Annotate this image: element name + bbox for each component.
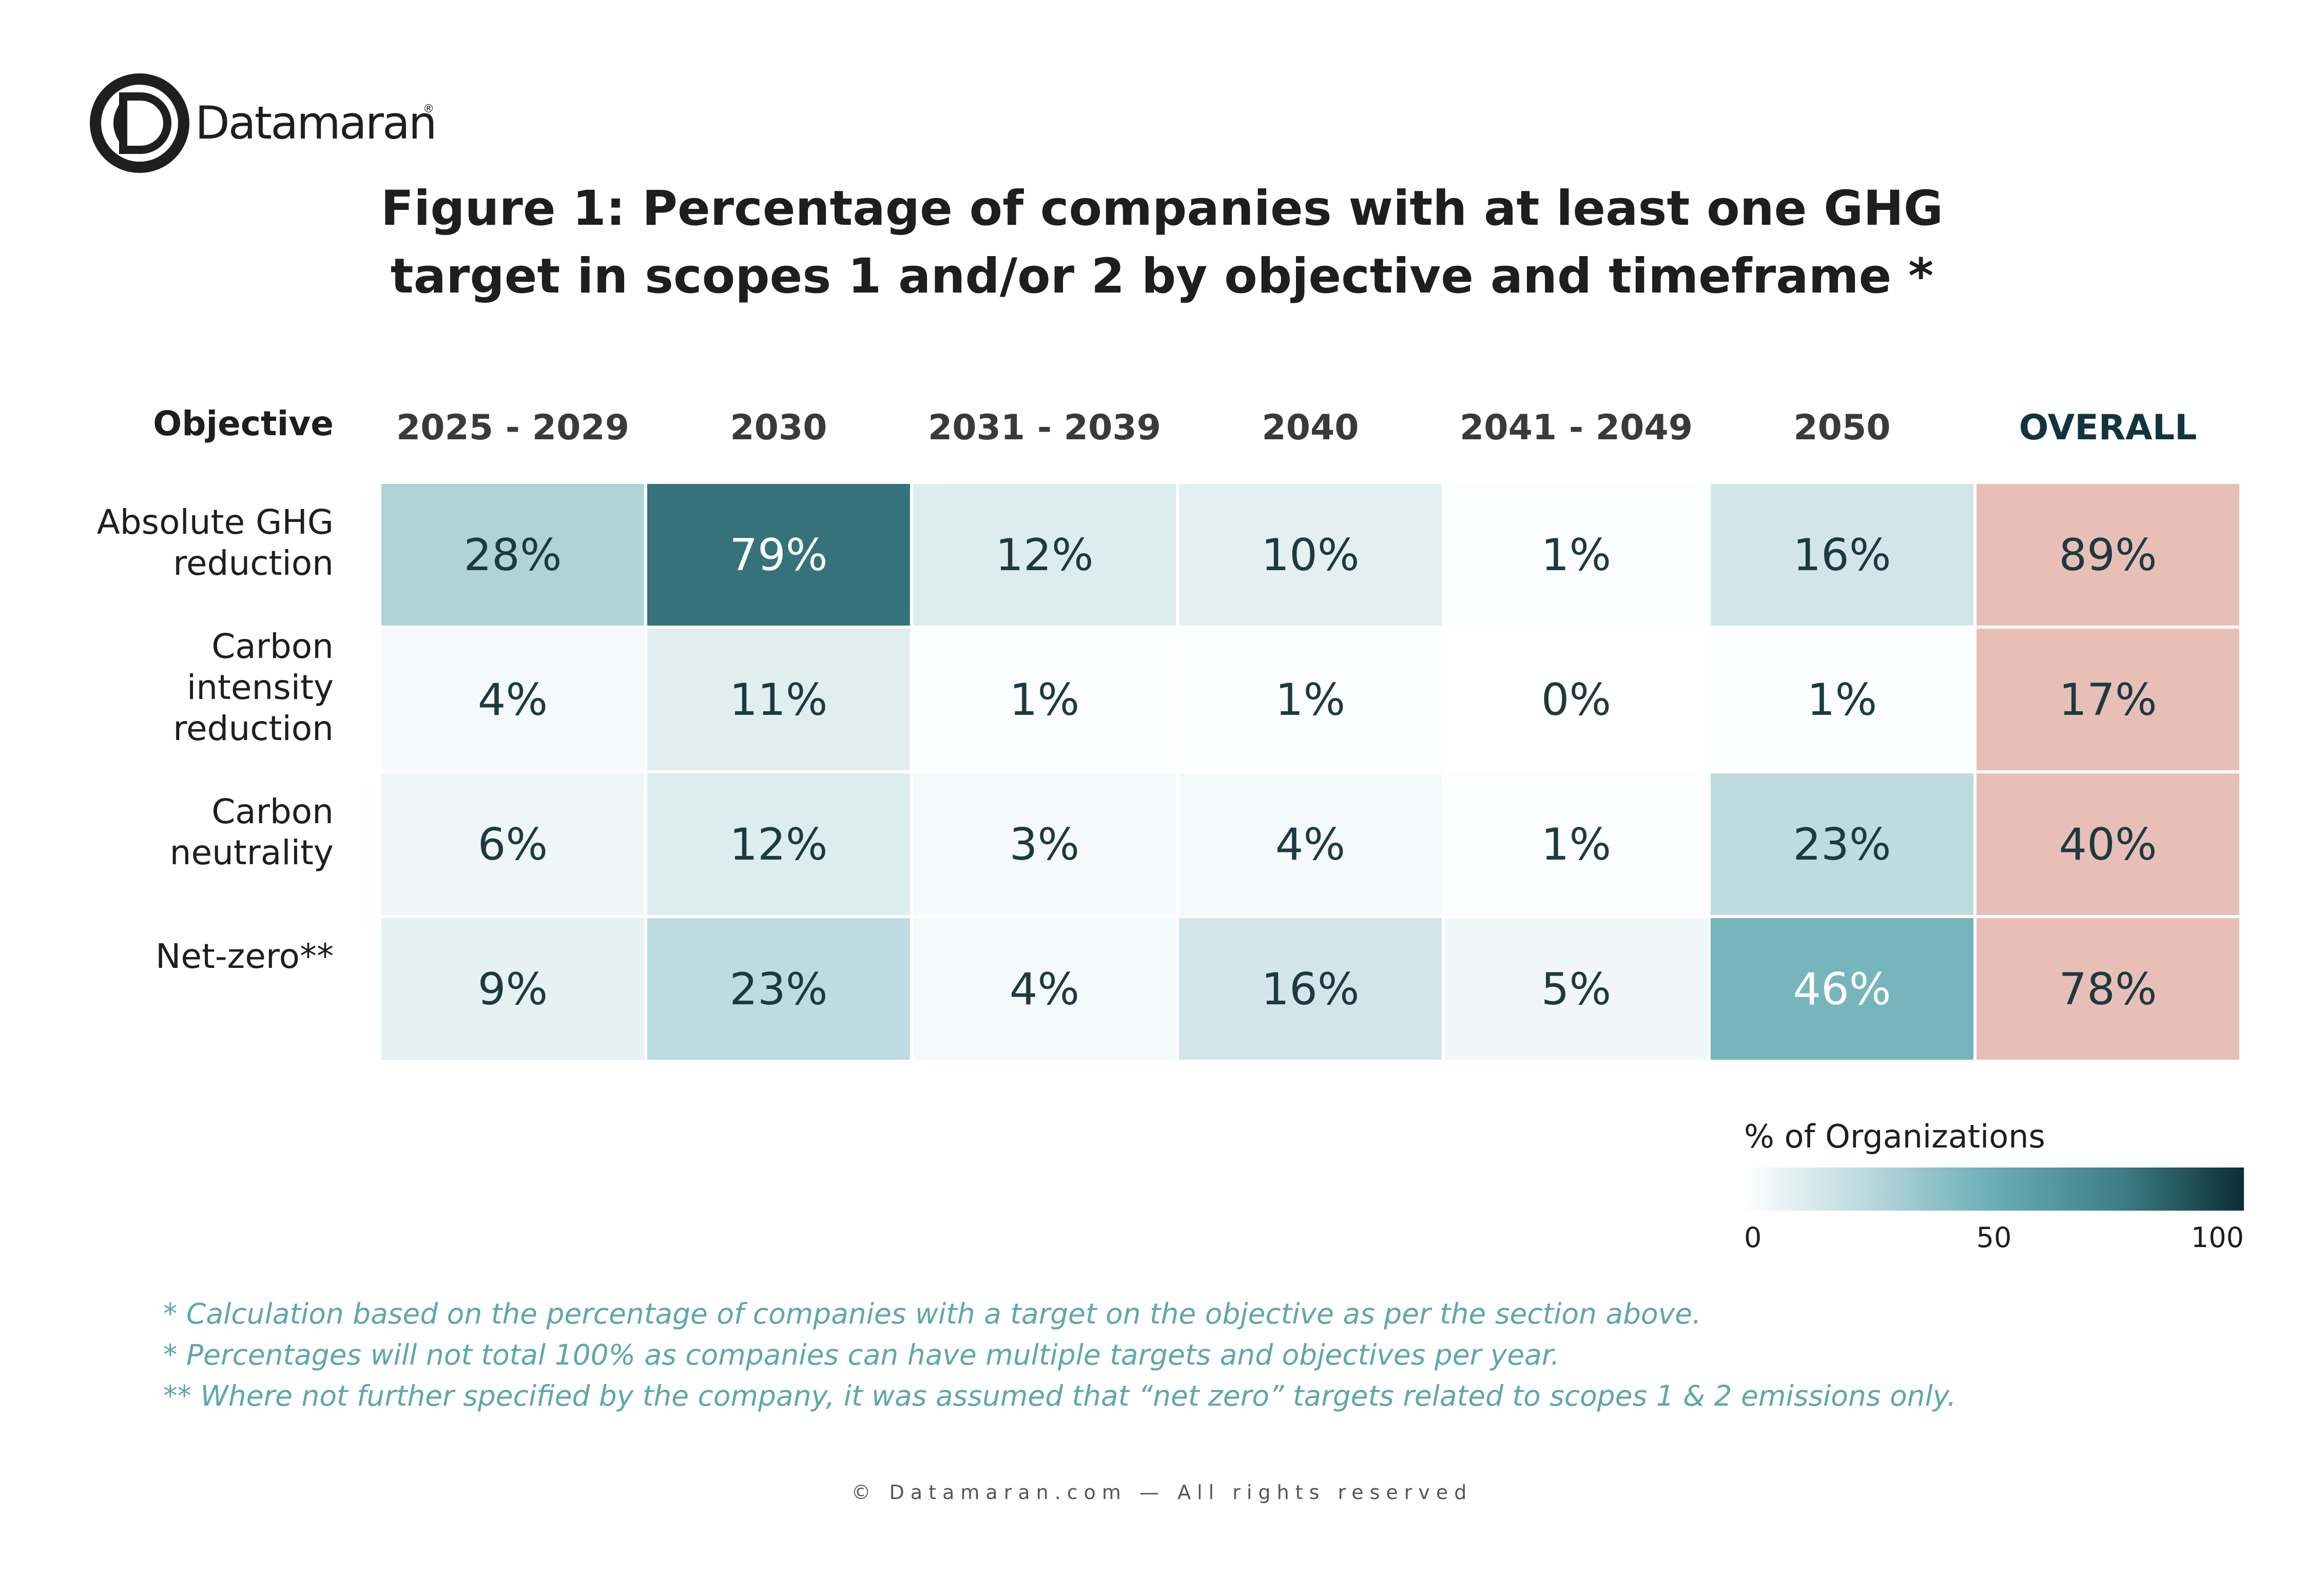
column-header: 2050 [1793, 407, 1890, 448]
row-label: Absolute GHG [97, 502, 334, 542]
cell-value-label: 1% [1541, 819, 1611, 870]
brand-name: Datamaran [195, 96, 437, 149]
footnote-1: * Calculation based on the percentage of… [163, 1297, 1701, 1330]
registered-mark: ® [423, 103, 434, 115]
row-label: Carbon [211, 792, 334, 831]
row-label: reduction [173, 543, 334, 583]
cell-value-label: 1% [1010, 674, 1079, 726]
heatmap-cell [647, 484, 910, 626]
cell-value-label: 28% [463, 530, 561, 581]
heatmap-cell [647, 918, 910, 1060]
column-header: 2025 - 2029 [396, 407, 629, 448]
chart-title-line-1: Figure 1: Percentage of companies with a… [380, 181, 1944, 237]
column-header: 2030 [730, 407, 827, 448]
cell-value-label: 12% [995, 530, 1093, 581]
heatmap-cell [1977, 484, 2239, 626]
heatmap-cell [1445, 918, 1708, 1060]
cell-value-label: 16% [1793, 530, 1891, 581]
heatmap-cell [1977, 629, 2239, 770]
row-label: Carbon [211, 627, 334, 666]
heatmap-cell [381, 629, 644, 770]
heatmap-cell [1977, 773, 2239, 915]
cell-value-label: 78% [2059, 964, 2157, 1015]
cell-value-label: 16% [1261, 964, 1359, 1015]
heatmap-cell [1711, 484, 1973, 626]
heatmap-cell [1445, 773, 1708, 915]
heatmap-cell [381, 918, 644, 1060]
heatmap-cell [647, 629, 910, 770]
heatmap-cell [1179, 918, 1442, 1060]
legend-tick-label: 100 [2191, 1221, 2244, 1254]
cell-value-label: 46% [1793, 964, 1891, 1015]
cell-value-label: 4% [478, 674, 548, 726]
heatmap-cell [1179, 773, 1442, 915]
brand-logo: Datamaran ® [88, 72, 448, 174]
heatmap-cell [1711, 918, 1973, 1060]
heatmap-cell [1711, 629, 1973, 770]
footnote-2: * Percentages will not total 100% as com… [163, 1338, 1560, 1371]
cell-value-label: 6% [478, 819, 548, 870]
heatmap-cell [1711, 773, 1973, 915]
chart-title-line-2: target in scopes 1 and/or 2 by objective… [390, 248, 1934, 304]
cell-value-label: 10% [1261, 530, 1359, 581]
heatmap-cell [1445, 484, 1708, 626]
legend-color-bar [1744, 1168, 2244, 1211]
cell-value-label: 23% [1793, 819, 1891, 870]
legend-tick-label: 0 [1744, 1221, 1761, 1254]
cell-value-label: 12% [729, 819, 827, 870]
cell-value-label: 1% [1275, 674, 1345, 726]
heatmap-cell [1179, 484, 1442, 626]
heatmap-cell [1179, 629, 1442, 770]
legend-tick-label: 50 [1977, 1221, 2012, 1254]
column-header: 2040 [1262, 407, 1359, 448]
footnote-3: ** Where not further specified by the co… [163, 1379, 1957, 1412]
cell-value-label: 89% [2059, 530, 2157, 581]
heatmap-cell [1445, 629, 1708, 770]
heatmap-cell [913, 773, 1176, 915]
cell-value-label: 1% [1807, 674, 1877, 726]
column-header: 2041 - 2049 [1460, 407, 1693, 448]
legend-title: % of Organizations [1744, 1118, 2045, 1155]
cell-value-label: 3% [1010, 819, 1079, 870]
cell-value-label: 5% [1541, 964, 1611, 1015]
row-label: Net-zero** [156, 937, 334, 976]
cell-value-label: 9% [478, 964, 548, 1015]
datamaran-logo-icon [90, 73, 189, 173]
heatmap-cell [913, 629, 1176, 770]
column-header: OVERALL [2019, 407, 2197, 448]
heatmap-cell [381, 773, 644, 915]
copyright-notice: © Datamaran.com — All rights reserved [851, 1481, 1473, 1504]
column-header: 2031 - 2039 [928, 407, 1161, 448]
cell-value-label: 0% [1541, 674, 1611, 726]
row-label: reduction [173, 709, 334, 748]
cell-value-label: 4% [1275, 819, 1345, 870]
cell-value-label: 17% [2059, 674, 2157, 726]
heatmap-cell [913, 484, 1176, 626]
row-label: intensity [187, 668, 334, 707]
row-label: neutrality [170, 833, 334, 872]
cell-value-label: 11% [729, 674, 827, 726]
cell-value-label: 79% [729, 530, 827, 581]
heatmap-cell [913, 918, 1176, 1060]
cell-value-label: 23% [729, 964, 827, 1015]
heatmap-cell [1977, 918, 2239, 1060]
row-header-objective: Objective [153, 404, 334, 443]
heatmap-cell [381, 484, 644, 626]
heatmap-cell [647, 773, 910, 915]
cell-value-label: 1% [1541, 530, 1611, 581]
cell-value-label: 4% [1010, 964, 1079, 1015]
cell-value-label: 40% [2059, 819, 2157, 870]
